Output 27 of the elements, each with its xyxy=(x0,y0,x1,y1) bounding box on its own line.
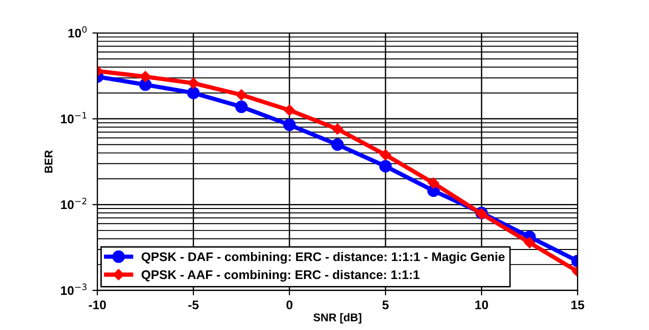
x-tick-label: 10 xyxy=(475,300,488,310)
legend-label: QPSK - DAF - combining: ERC - distance: 1:1:1 - Magic Genie xyxy=(142,252,505,264)
point xyxy=(236,89,248,100)
y-tick-label: 10$^{0}$ xyxy=(68,26,87,38)
point xyxy=(331,138,344,151)
x-tick-label: -5 xyxy=(188,300,199,310)
y-tick-label: 10$^{−2}$ xyxy=(61,198,86,210)
y-axis-title: BER xyxy=(44,150,52,173)
point xyxy=(188,78,200,89)
x-axis-title: SNR [dB] xyxy=(313,313,362,324)
point xyxy=(284,104,296,116)
point xyxy=(332,123,344,135)
point xyxy=(379,160,392,172)
point xyxy=(187,86,200,100)
y-tick-label: 10$^{−3}$ xyxy=(61,284,86,295)
x-tick-label: 5 xyxy=(382,300,389,310)
y-tick-label: 10$^{−1}$ xyxy=(61,112,86,124)
x-tick-label: 15 xyxy=(571,300,584,310)
point xyxy=(428,178,440,189)
point xyxy=(140,71,151,82)
point xyxy=(380,149,392,160)
x-tick-label: -10 xyxy=(88,300,106,310)
point xyxy=(235,100,248,114)
point xyxy=(524,237,536,248)
legend-label: QPSK - AAF - combining: ERC - distance: 1:1:1 xyxy=(142,270,420,282)
x-tick-label: 0 xyxy=(286,300,292,310)
point xyxy=(283,118,296,132)
